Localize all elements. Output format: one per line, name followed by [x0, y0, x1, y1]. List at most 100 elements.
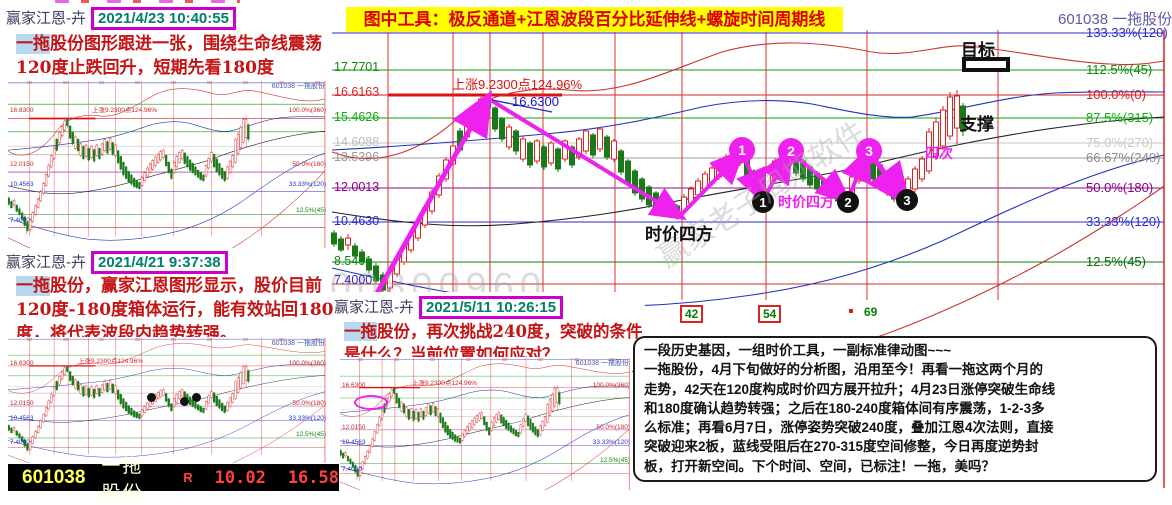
mini2-tick-row: [27, 338, 322, 341]
percent-label: 12.5%(45): [1086, 254, 1146, 269]
price-label: 17.7701: [334, 60, 380, 74]
mini-percent-label: 12.5%(45): [600, 457, 630, 464]
note-line: 走势，42天在120度构成时价四方展开拉升；4月23日涨停突破生命线: [644, 381, 1056, 397]
mini-price-label: 10.4563: [342, 439, 366, 446]
message-3-author: 赢家江恩-卉: [334, 299, 414, 316]
percent-label: 50.0%(180): [1086, 180, 1154, 195]
status-r-flag: R: [183, 470, 193, 485]
percent-label: 87.5%(315): [1086, 110, 1154, 125]
mini-price-label: 10.4563: [10, 181, 34, 188]
price-label: 14.6088: [334, 135, 380, 149]
status-bar: 601038 一拖股份 R 10.02 16.58: [8, 456, 339, 504]
message-1-author: 赢家江恩-卉: [6, 10, 86, 27]
message-2-highlight: 一拖: [16, 276, 50, 296]
mini-rise-label: 上涨9.2300点124.96%: [78, 358, 144, 365]
mini-price-label: 12.0150: [342, 424, 366, 431]
mini-rise-label: 上涨9.2300点124.96%: [92, 107, 158, 114]
message-2-author: 赢家江恩-卉: [6, 254, 86, 271]
screenshot-root: { "ticker": {"code_name": "601038 一拖股份"}…: [6, 0, 1172, 504]
note-line: 么标准；再看6月7日，涨停姿势突破240度，叠加江恩4次法则，直接: [644, 420, 1054, 436]
sifang-label-magenta: 时价四方: [778, 194, 834, 210]
price-label: 8.5401: [334, 254, 373, 268]
message-1-timestamp: 2021/4/23 10:40:55: [91, 7, 236, 30]
status-price: 10.02: [214, 467, 266, 488]
price-label: 15.4626: [334, 110, 380, 124]
mini-black-dot: [192, 393, 201, 402]
mini-percent-label: 12.5%(45): [296, 207, 326, 214]
mini-price-label: 7.4000: [342, 466, 362, 473]
time-mark: 54: [758, 305, 782, 323]
price-label: 10.4630: [334, 214, 380, 228]
mini-ticker-label: 601038 一拖股份: [575, 360, 629, 367]
analysis-note-box: 一段历史基因，一组时价工具，一副标准律动图~~~ 一拖股份，4月下旬做好的分析图，…: [633, 336, 1157, 482]
ticker-label: 601038 一拖股份: [1058, 11, 1172, 28]
note-line: 板，打开新空间。下个时间、空间，已标注！一拖，美吗？: [644, 458, 995, 474]
price-label: 7.4000: [334, 273, 373, 287]
mini-percent-label: 50.0%(180): [596, 424, 630, 431]
sifang-label-black: 时价四方: [645, 225, 713, 244]
fourth-label: 四次: [925, 145, 953, 161]
message-3: 赢家江恩-卉 2021/5/11 10:26:15: [334, 296, 564, 319]
mini-black-dot: [180, 397, 189, 406]
mini-percent-label: 50.0%(180): [292, 400, 326, 407]
rise-annotation: 上涨9.2300点124.96%: [452, 77, 583, 92]
svg-text:1: 1: [738, 142, 746, 158]
mini-percent-label: 33.33%(120): [288, 415, 326, 422]
note-line: 突破迎来2板，蓝线受阻后在270-315度空间修整，今日再度逆势封: [644, 439, 1039, 455]
message-2-text: 一拖股份，赢家江恩图形显示，股价目前120度-180度箱体运行，能有效站回180…: [16, 274, 334, 346]
price-label: 12.0013: [334, 180, 380, 194]
price-label: 13.5396: [334, 150, 380, 164]
mini-chart-3[interactable]: 601038 一拖股份上涨9.2300点124.96% 16.6300 12.015…: [340, 357, 632, 490]
mini-price-label: 7.4000: [10, 439, 30, 446]
message-3-highlight: 一拖: [344, 322, 377, 341]
watermark-brand2: 赢家老子周期软件: [652, 115, 872, 275]
message-1-text: 一拖股份图形跟进一张，围绕生命线震荡120度止跌回升，短期先看180度: [16, 32, 330, 80]
note-line: 一拖股份，4月下旬做好的分析图，沿用至今！再看一拖这两个月的: [644, 362, 1044, 378]
mini-percent-label: 100.0%(360): [288, 360, 326, 367]
mini-price-label: 10.4563: [10, 415, 34, 422]
mini-ticker-label: 601038 一拖股份: [271, 83, 325, 90]
time-dot: [849, 309, 853, 313]
mini-percent-label: 33.33%(120): [592, 439, 630, 446]
time-mark: 69: [864, 305, 878, 319]
message-3-timestamp: 2021/5/11 10:26:15: [419, 296, 564, 319]
note-line: 一段历史基因，一组时价工具，一副标准律动图~~~: [644, 343, 952, 358]
percent-label: 66.67%(240): [1086, 150, 1161, 165]
mini-percent-label: 12.5%(45): [296, 431, 326, 438]
mini-percent-label: 33.33%(120): [288, 181, 326, 188]
mini-price-label: 12.0150: [10, 161, 34, 168]
message-2: 赢家江恩-卉 2021/4/21 9:37:38: [6, 251, 228, 274]
svg-text:2: 2: [787, 143, 795, 159]
status-code: 601038: [22, 466, 86, 488]
mini-highlight-ellipse: [354, 395, 388, 410]
mini-chart-2[interactable]: 601038 一拖股份 上涨9.2300点124.96% 16.6300 12.015…: [8, 337, 328, 463]
svg-text:1: 1: [759, 195, 766, 210]
peak-price-label: 16.6300: [512, 94, 559, 109]
tools-banner: 图中工具：极反通道+江恩波段百分比延伸线+螺旋时间周期线: [346, 7, 843, 32]
mini-percent-label: 50.0%(180): [292, 161, 326, 168]
mini-percent-label: 100.0%(360): [288, 107, 326, 114]
status-name: 一拖股份: [101, 455, 144, 504]
mini-percent-label: 100.0%(360): [592, 382, 630, 389]
percent-label: 33.33%(120): [1086, 214, 1161, 229]
time-mark: 42: [680, 305, 704, 323]
svg-text:3: 3: [865, 143, 873, 159]
mini-price-label: 12.0150: [10, 400, 34, 407]
svg-text:2: 2: [844, 195, 851, 210]
mini-price-label: 16.6300: [10, 107, 34, 114]
message-1-highlight: 一拖: [16, 34, 50, 54]
status-value: 16.58: [287, 467, 339, 488]
mini1-tick-row: [27, 81, 322, 84]
support-label: 支撑: [960, 115, 994, 134]
percent-label: 112.5%(45): [1086, 62, 1153, 77]
mini-black-dot: [147, 393, 156, 402]
target-box: [962, 57, 1010, 72]
mini-rise-label: 上涨9.2300点124.96%: [412, 380, 478, 387]
top-fragment: [55, 0, 240, 3]
message-1-body: 股份图形跟进一张，围绕生命线震荡120度止跌回升，短期先看180度: [16, 34, 322, 78]
message-1: 赢家江恩-卉 2021/4/23 10:40:55: [6, 7, 236, 30]
mini-chart-1[interactable]: 601038 一拖股份上涨9.2300点124.96% 16.6300 12.015…: [8, 80, 328, 248]
mini-price-label: 16.6300: [342, 382, 366, 389]
mini-ticker-label: 601038 一拖股份: [271, 340, 325, 347]
price-label: 16.6163: [334, 85, 380, 99]
